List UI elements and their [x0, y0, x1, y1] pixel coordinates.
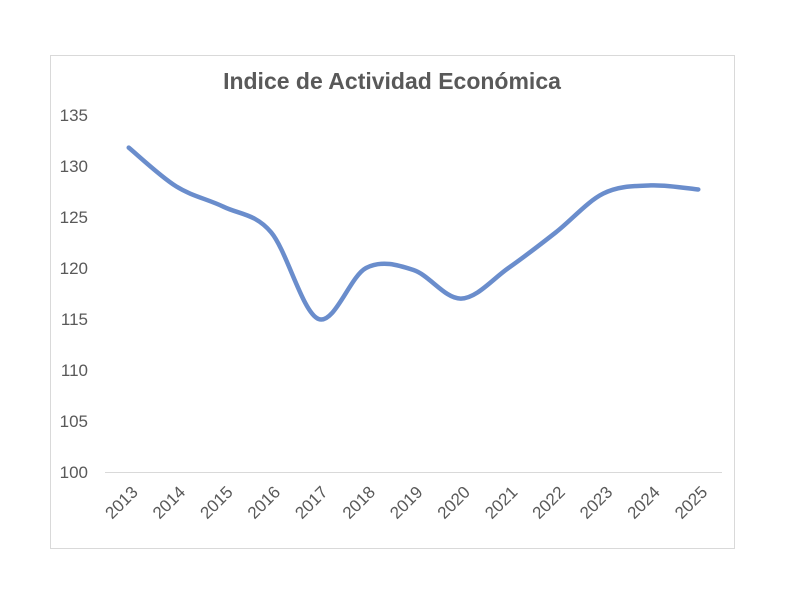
y-tick-label: 110	[61, 361, 88, 380]
y-tick-label: 135	[60, 106, 88, 125]
data-point	[696, 187, 700, 191]
data-point	[554, 230, 558, 234]
y-tick-label: 120	[60, 259, 88, 278]
chart-title: Indice de Actividad Económica	[223, 68, 561, 94]
data-point	[269, 230, 273, 234]
series-group	[126, 145, 701, 322]
data-point	[649, 183, 653, 187]
data-point	[127, 146, 131, 150]
y-tick-label: 100	[60, 463, 88, 482]
y-tick-label: 125	[60, 208, 88, 227]
data-point	[459, 297, 463, 301]
data-point	[601, 192, 605, 196]
data-point	[174, 184, 178, 188]
series-line	[126, 145, 701, 322]
data-point	[506, 266, 510, 270]
y-axis: 100 105 110 115 120 125 130 135	[60, 106, 88, 482]
y-tick-label: 115	[61, 310, 88, 329]
chart-frame	[50, 55, 735, 549]
y-tick-label: 105	[60, 412, 88, 431]
data-point	[222, 205, 226, 209]
data-point	[364, 266, 368, 270]
data-point	[317, 317, 321, 321]
y-tick-label: 130	[60, 157, 88, 176]
data-point	[412, 268, 416, 272]
